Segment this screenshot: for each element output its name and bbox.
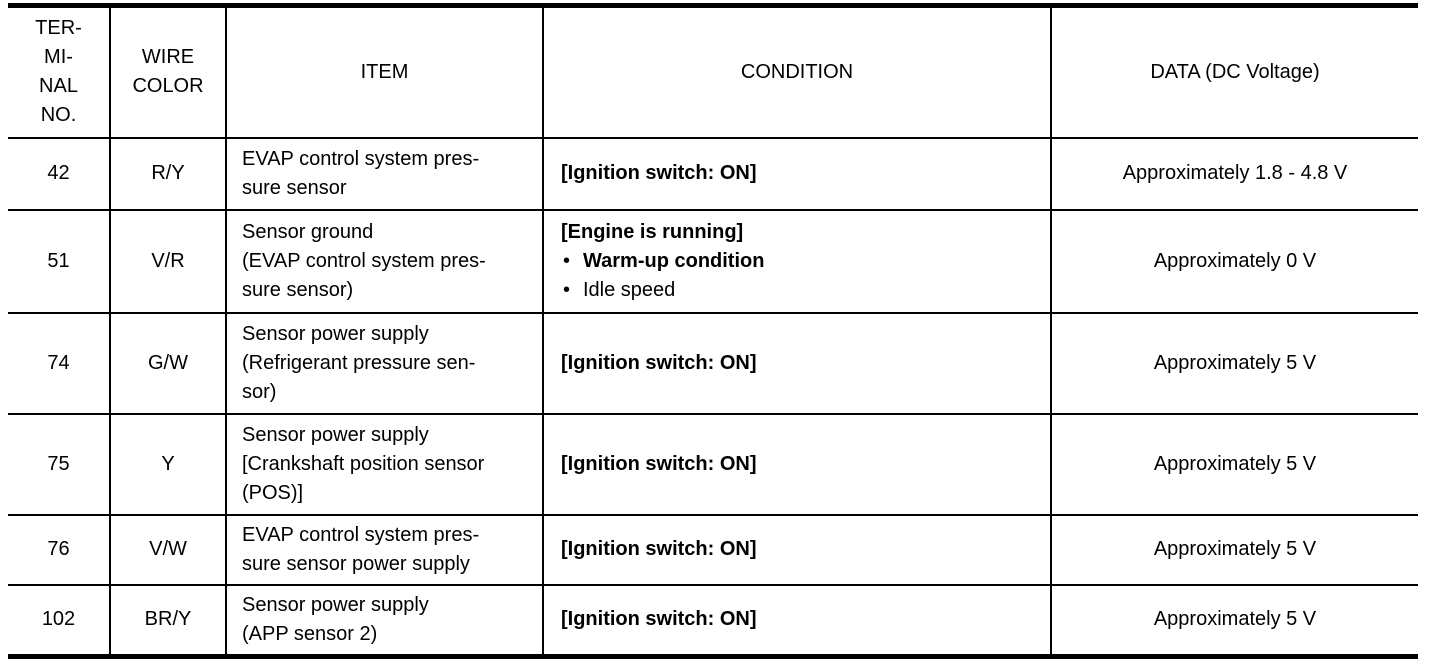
item-cell: Sensor power supply (Refrigerant pressur… bbox=[225, 311, 544, 415]
condition-main: [Ignition switch: ON] bbox=[561, 351, 757, 374]
condition-cell: [Engine is running] Warm-up conditionIdle… bbox=[542, 208, 1052, 314]
header-data: DATA (DC Voltage) bbox=[1050, 3, 1418, 139]
wire-color-cell: R/Y bbox=[109, 136, 227, 211]
item-cell: Sensor ground (EVAP control system pres-… bbox=[225, 208, 544, 314]
terminal-no-cell: 74 bbox=[8, 311, 111, 415]
header-terminal-no: TER- MI- NAL NO. bbox=[8, 3, 111, 139]
terminal-no-cell: 76 bbox=[8, 513, 111, 586]
wire-color-cell: V/W bbox=[109, 513, 227, 586]
table-row: 102 BR/Y Sensor power supply (APP sensor 2… bbox=[8, 583, 1418, 659]
table-body: 42 R/Y EVAP control system pres- sure sens… bbox=[8, 136, 1418, 659]
table-row: 51 V/R Sensor ground (EVAP control system … bbox=[8, 208, 1418, 314]
data-voltage-cell: Approximately 5 V bbox=[1050, 311, 1418, 415]
condition-main: [Ignition switch: ON] bbox=[561, 608, 757, 631]
condition-main: [Ignition switch: ON] bbox=[561, 538, 757, 560]
header-item: ITEM bbox=[225, 3, 544, 139]
header-condition: CONDITION bbox=[542, 3, 1052, 139]
data-voltage-cell: Approximately 0 V bbox=[1050, 208, 1418, 314]
item-cell: EVAP control system pres- sure sensor po… bbox=[225, 513, 544, 586]
data-voltage-cell: Approximately 1.8 - 4.8 V bbox=[1050, 136, 1418, 211]
table-row: 74 G/W Sensor power supply (Refrigerant pr… bbox=[8, 311, 1418, 415]
terminal-no-cell: 102 bbox=[8, 583, 111, 659]
condition-cell: [Ignition switch: ON] bbox=[542, 311, 1052, 415]
terminal-no-cell: 51 bbox=[8, 208, 111, 314]
condition-bullet: Idle speed bbox=[561, 276, 1050, 305]
terminal-no-cell: 42 bbox=[8, 136, 111, 211]
wire-color-cell: BR/Y bbox=[109, 583, 227, 659]
table-row: 42 R/Y EVAP control system pres- sure sens… bbox=[8, 136, 1418, 211]
condition-cell: [Ignition switch: ON] bbox=[542, 136, 1052, 211]
wire-color-cell: Y bbox=[109, 412, 227, 516]
data-voltage-cell: Approximately 5 V bbox=[1050, 583, 1418, 659]
table-row: 75 Y Sensor power supply [Crankshaft posit… bbox=[8, 412, 1418, 516]
condition-main: [Engine is running] bbox=[561, 220, 744, 243]
wire-color-cell: V/R bbox=[109, 208, 227, 314]
header-row: TER- MI- NAL NO. WIRE COLOR ITEM CONDITI… bbox=[8, 3, 1418, 139]
item-cell: Sensor power supply (APP sensor 2) bbox=[225, 583, 544, 659]
terminal-data-table: TER- MI- NAL NO. WIRE COLOR ITEM CONDITI… bbox=[8, 3, 1418, 659]
condition-cell: [Ignition switch: ON] bbox=[542, 513, 1052, 586]
condition-cell: [Ignition switch: ON] bbox=[542, 412, 1052, 516]
condition-main: [Ignition switch: ON] bbox=[561, 162, 757, 184]
data-voltage-cell: Approximately 5 V bbox=[1050, 513, 1418, 586]
terminal-no-cell: 75 bbox=[8, 412, 111, 516]
header-wire-color: WIRE COLOR bbox=[109, 3, 227, 139]
condition-main: [Ignition switch: ON] bbox=[561, 452, 757, 475]
wire-color-cell: G/W bbox=[109, 311, 227, 415]
data-voltage-cell: Approximately 5 V bbox=[1050, 412, 1418, 516]
table-row: 76 V/W EVAP control system pres- sure sens… bbox=[8, 513, 1418, 586]
item-cell: EVAP control system pres- sure sensor bbox=[225, 136, 544, 211]
condition-bullet: Warm-up condition bbox=[561, 247, 1050, 276]
condition-cell: [Ignition switch: ON] bbox=[542, 583, 1052, 659]
item-cell: Sensor power supply [Crankshaft position… bbox=[225, 412, 544, 516]
